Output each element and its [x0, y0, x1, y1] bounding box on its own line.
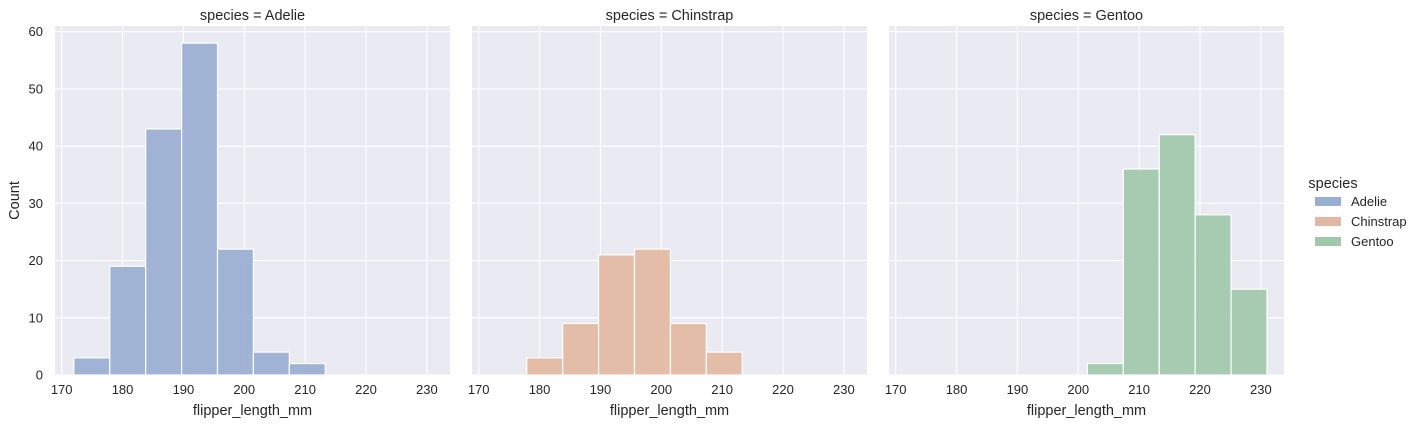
legend-title: species [1308, 176, 1357, 192]
x-tick-label: 200 [1067, 382, 1089, 397]
x-axis-label: flipper_length_mm [1027, 403, 1146, 419]
y-tick-label: 20 [29, 253, 43, 268]
facet-panel-chinstrap: 170 180 190 200 210 220 230 flipper_length_mm sp… [468, 8, 867, 419]
y-axis-label: Count [7, 181, 23, 220]
y-tick-label: 40 [29, 139, 43, 154]
facet-panel-gentoo: 170 180 190 200 210 220 230 flipper_length_mm sp… [885, 8, 1284, 419]
legend-label: Adelie [1351, 194, 1387, 209]
x-tick-label: 210 [711, 382, 733, 397]
legend: species Adelie Chinstrap Gentoo [1308, 176, 1406, 249]
histogram-bar [180, 42, 219, 376]
x-tick-label: 210 [294, 382, 316, 397]
x-tick-label: 190 [173, 382, 195, 397]
y-tick-label: 50 [29, 81, 43, 96]
legend-item-chinstrap: Chinstrap [1315, 214, 1407, 229]
x-tick-label: 230 [833, 382, 855, 397]
histogram-bar [597, 254, 636, 376]
histogram-bar [109, 265, 147, 376]
legend-item-adelie: Adelie [1315, 194, 1387, 209]
y-tick-label: 0 [36, 368, 43, 383]
x-tick-label: 230 [1250, 382, 1272, 397]
x-tick-label: 190 [590, 382, 612, 397]
histogram-bar [1158, 134, 1196, 376]
x-axis-label: flipper_length_mm [610, 403, 729, 419]
legend-swatch [1315, 217, 1341, 226]
histogram-bar [526, 357, 564, 376]
y-tick-label: 30 [29, 196, 43, 211]
x-tick-label: 170 [468, 382, 490, 397]
x-tick-label: 190 [1007, 382, 1029, 397]
histogram-bar [1194, 214, 1232, 376]
histogram-bar [1086, 362, 1124, 376]
y-tick-label: 10 [29, 310, 43, 325]
facet-title: species = Chinstrap [606, 8, 734, 24]
histogram-bar [1122, 168, 1160, 376]
x-tick-label: 230 [416, 382, 438, 397]
histogram-bar [633, 248, 672, 376]
x-tick-label: 170 [51, 382, 73, 397]
x-tick-label: 220 [772, 382, 794, 397]
histogram-bar [705, 351, 743, 376]
legend-label: Chinstrap [1351, 214, 1407, 229]
histogram-bar [145, 128, 183, 376]
x-tick-label: 170 [885, 382, 907, 397]
legend-swatch [1315, 197, 1341, 206]
facet-title: species = Gentoo [1030, 8, 1143, 24]
histogram-bar [73, 357, 111, 376]
histogram-bar [562, 322, 600, 376]
histogram-bar [252, 351, 290, 376]
x-tick-label: 200 [650, 382, 672, 397]
histogram-bar [1230, 288, 1268, 376]
x-tick-label: 200 [233, 382, 255, 397]
legend-label: Gentoo [1351, 234, 1394, 249]
facet-title: species = Adelie [200, 8, 305, 24]
x-tick-label: 220 [355, 382, 377, 397]
x-tick-label: 180 [529, 382, 551, 397]
histogram-bar [288, 362, 326, 376]
y-tick-label: 60 [29, 24, 43, 39]
legend-swatch [1315, 237, 1341, 246]
x-axis-label: flipper_length_mm [193, 403, 312, 419]
x-tick-label: 180 [112, 382, 134, 397]
histogram-bar [669, 322, 707, 376]
x-tick-label: 220 [1189, 382, 1211, 397]
x-tick-label: 210 [1128, 382, 1150, 397]
x-tick-label: 180 [946, 382, 968, 397]
histogram-bar [216, 248, 255, 376]
facet-panel-adelie: 170 180 190 200 210 220 230flipper_length_mmsp… [7, 8, 450, 419]
legend-item-gentoo: Gentoo [1315, 234, 1394, 249]
